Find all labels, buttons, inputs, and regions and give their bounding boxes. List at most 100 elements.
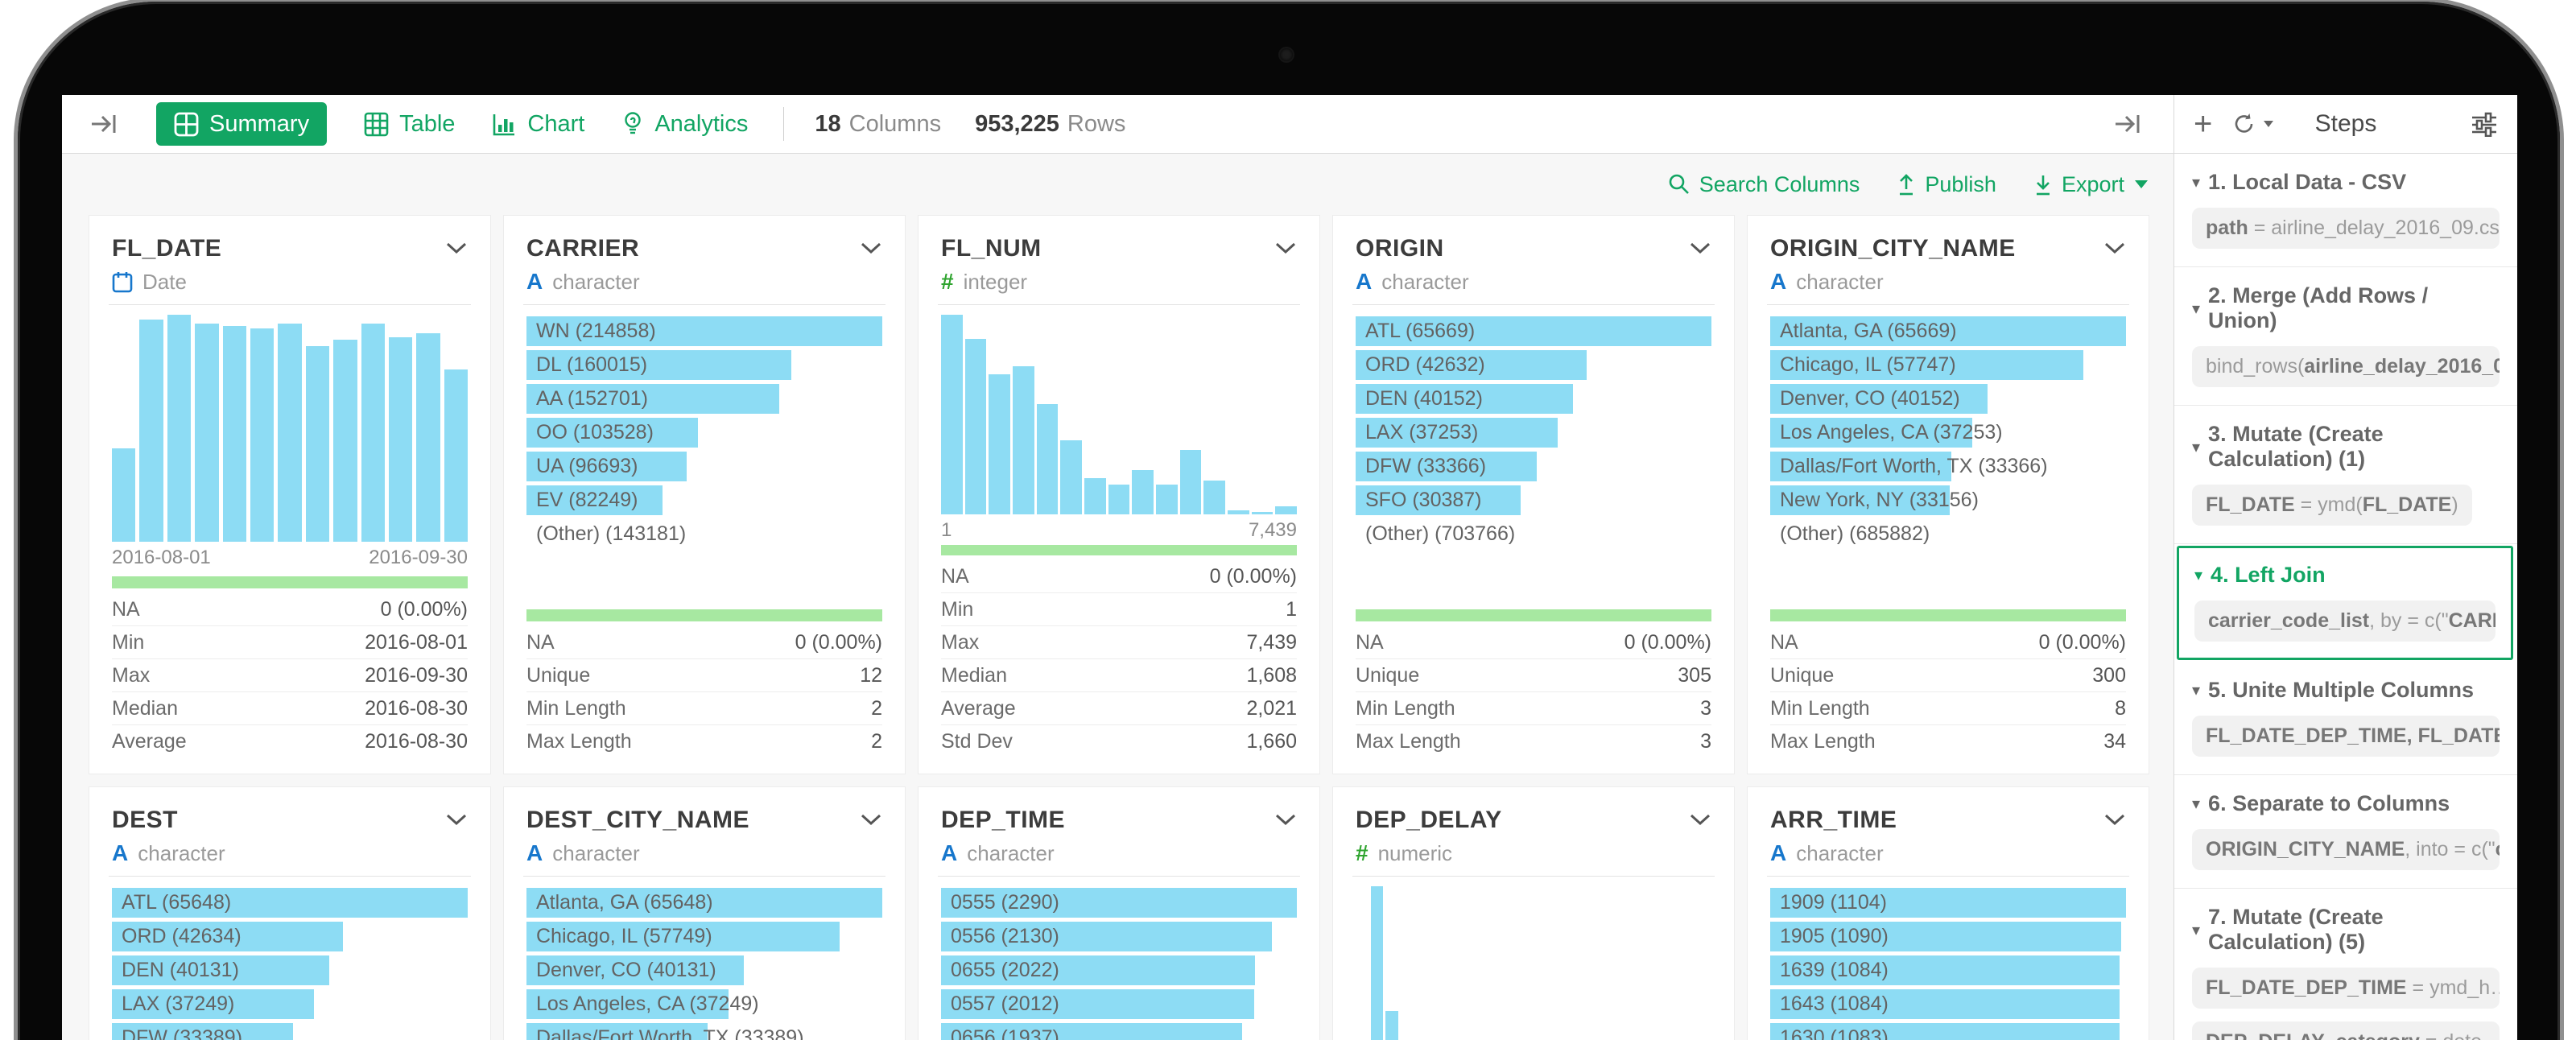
histogram-chart [941, 314, 1298, 514]
step-header[interactable]: ▾ 4. Left Join [2194, 563, 2496, 588]
tab-summary[interactable]: Summary [156, 102, 328, 146]
category-bars: WN (214858) DL (160015) AA (152701) OO (103… [526, 316, 882, 549]
chevron-down-icon[interactable] [1274, 813, 1297, 827]
collapse-right-panel-icon[interactable] [2112, 110, 2143, 138]
column-type-label: character [552, 840, 640, 865]
chevron-down-icon[interactable] [860, 241, 882, 255]
category-bar-label: 1909 (1104) [1780, 891, 1887, 914]
category-bar [526, 955, 745, 985]
step-item-3[interactable]: ▾ 3. Mutate (Create Calculation) (1) FL_DA… [2174, 406, 2517, 544]
step-header[interactable]: ▾ 7. Mutate (Create Calculation) (5) [2192, 905, 2500, 955]
step-collapse-icon[interactable]: ▾ [2192, 682, 2201, 700]
stat-value: 3 [1700, 696, 1711, 720]
step-collapse-icon[interactable]: ▾ [2192, 438, 2201, 456]
step-item-7[interactable]: ▾ 7. Mutate (Create Calculation) (5) FL_DA… [2174, 889, 2517, 1040]
step-expression-pill[interactable]: FL_DATE = ymd(FL_DATE) [2192, 485, 2472, 526]
stat-label: Min [112, 630, 145, 654]
step-expression-pill[interactable]: FL_DATE_DEP_TIME = ymd_h… [2192, 968, 2500, 1009]
refresh-steps-button[interactable] [2231, 112, 2274, 136]
stat-value: 2 [871, 729, 882, 753]
category-bar-row: Los Angeles, CA (37253) [1770, 418, 2126, 448]
tab-chart[interactable]: Chart [492, 111, 584, 138]
category-bar-label: LAX (37249) [122, 993, 235, 1015]
card-header: DEP_DELAY # numeric [1356, 807, 1711, 866]
step-expression-pill[interactable]: DEP_DELAY_category = dete… [2192, 1021, 2500, 1040]
add-step-icon[interactable]: + [2194, 106, 2213, 142]
step-expression-pill[interactable]: FL_DATE_DEP_TIME, FL_DATE, D… [2192, 716, 2500, 757]
tablet-camera [1280, 48, 1293, 61]
search-icon [1668, 173, 1690, 196]
steps-settings-icon[interactable] [2471, 111, 2498, 137]
publish-button[interactable]: Publish [1897, 172, 1996, 197]
step-collapse-icon[interactable]: ▾ [2192, 299, 2201, 318]
chevron-down-icon[interactable] [445, 813, 468, 827]
column-name: DEST [112, 807, 179, 833]
step-expression-pill[interactable]: carrier_code_list, by = c("CARRIE… [2194, 600, 2496, 642]
histogram-bar [1203, 480, 1226, 514]
category-bar-row: 0656 (1937) [941, 1023, 1297, 1040]
step-item-2[interactable]: ▾ 2. Merge (Add Rows / Union) bind_rows(ai… [2174, 267, 2517, 406]
step-collapse-icon[interactable]: ▾ [2192, 795, 2201, 813]
column-type-label: character [1796, 840, 1884, 865]
step-expression-pill[interactable]: path = airline_delay_2016_09.csv, t… [2192, 208, 2500, 249]
category-bar-label: Chicago, IL (57749) [536, 925, 712, 947]
stat-label: Unique [1356, 663, 1420, 687]
column-type-label: character [967, 840, 1055, 865]
export-button[interactable]: Export [2033, 172, 2148, 197]
tab-label: Table [399, 110, 456, 137]
step-expression-pill[interactable]: bind_rows(airline_delay_2016_08) [2192, 346, 2500, 387]
chevron-down-icon[interactable] [1274, 241, 1297, 255]
step-collapse-icon[interactable]: ▾ [2194, 567, 2203, 584]
summary-card-fl_num: FL_NUM # integer 1 7,439 NA 0 (0.00%) Min 1 Max 7,… [918, 215, 1320, 774]
tab-table[interactable]: Table [364, 111, 455, 138]
category-bar-label: Dallas/Fort Worth, TX (33389) [536, 1026, 804, 1040]
valid-values-bar [1770, 609, 2126, 621]
chevron-down-icon[interactable] [445, 241, 468, 255]
chevron-down-icon[interactable] [1689, 241, 1711, 255]
search-columns-button[interactable]: Search Columns [1668, 172, 1860, 197]
step-item-1[interactable]: ▾ 1. Local Data - CSV path = airline_delay… [2174, 154, 2517, 267]
collapse-left-panel-icon[interactable] [89, 110, 119, 138]
step-expression-pill[interactable]: ORIGIN_CITY_NAME, into = c("cit… [2192, 829, 2500, 870]
stat-label: Median [941, 663, 1007, 687]
tab-analytics[interactable]: Analytics [621, 111, 748, 138]
category-bar-label: LAX (37253) [1365, 421, 1479, 444]
category-bar [1770, 888, 2126, 918]
stats-table: NA 0 (0.00%) Unique 300 Min Length 8 Max Lengt… [1770, 626, 2126, 757]
chevron-down-icon[interactable] [1689, 813, 1711, 827]
category-bar-row: DFW (33366) [1356, 452, 1711, 481]
x-max-label: 2016-09-30 [369, 547, 468, 568]
step-header[interactable]: ▾ 5. Unite Multiple Columns [2192, 678, 2500, 703]
step-item-6[interactable]: ▾ 6. Separate to Columns ORIGIN_CITY_NAME,… [2174, 775, 2517, 889]
step-collapse-icon[interactable]: ▾ [2192, 921, 2201, 939]
card-title-block: FL_NUM # integer [941, 235, 1042, 295]
column-name: ORIGIN_CITY_NAME [1770, 235, 2016, 262]
step-item-4[interactable]: ▾ 4. Left Join carrier_code_list, by = c("… [2177, 546, 2513, 660]
stat-row: Max 2016-09-30 [112, 659, 468, 692]
category-bar-row: DEN (40152) [1356, 384, 1711, 414]
category-bar [941, 922, 1273, 951]
histogram-bar [989, 374, 1011, 514]
step-header[interactable]: ▾ 3. Mutate (Create Calculation) (1) [2192, 422, 2500, 472]
stat-value: 7,439 [1246, 630, 1297, 654]
chevron-down-icon[interactable] [2103, 813, 2126, 827]
step-header[interactable]: ▾ 6. Separate to Columns [2192, 791, 2500, 816]
step-collapse-icon[interactable]: ▾ [2192, 174, 2201, 192]
step-header[interactable]: ▾ 2. Merge (Add Rows / Union) [2192, 283, 2500, 333]
chevron-down-icon[interactable] [860, 813, 882, 827]
chevron-down-icon[interactable] [2103, 241, 2126, 255]
step-item-5[interactable]: ▾ 5. Unite Multiple Columns FL_DATE_DEP_TI… [2174, 662, 2517, 775]
step-header[interactable]: ▾ 1. Local Data - CSV [2192, 170, 2500, 195]
card-divider [523, 304, 886, 305]
category-bar-label: Dallas/Fort Worth, TX (33366) [1780, 455, 2048, 477]
